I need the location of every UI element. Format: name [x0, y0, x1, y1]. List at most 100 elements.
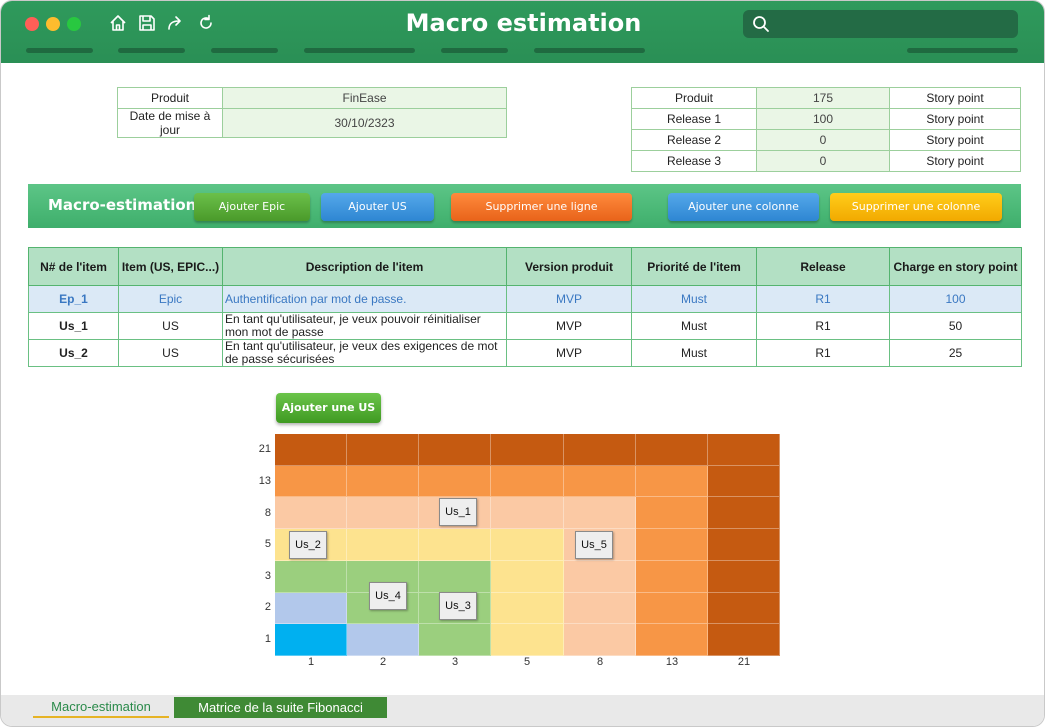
matrix-cell[interactable] — [419, 434, 492, 466]
release-value[interactable]: 0 — [756, 150, 890, 172]
column-header[interactable]: Release — [756, 247, 890, 286]
menu-placeholder[interactable] — [118, 48, 185, 53]
story-tag[interactable]: Us_3 — [439, 592, 477, 620]
add-us-button[interactable]: Ajouter US — [321, 193, 434, 221]
item-version-cell[interactable]: MVP — [506, 312, 632, 340]
column-header[interactable]: Priorité de l'item — [631, 247, 757, 286]
menu-placeholder[interactable] — [26, 48, 93, 53]
item-id-cell[interactable]: Us_2 — [28, 339, 119, 367]
matrix-cell[interactable] — [491, 560, 564, 593]
item-type-cell[interactable]: US — [118, 312, 223, 340]
story-tag[interactable]: Us_5 — [575, 531, 613, 559]
matrix-cell[interactable] — [707, 434, 780, 466]
story-tag[interactable]: Us_2 — [289, 531, 327, 559]
item-version-cell[interactable]: MVP — [506, 339, 632, 367]
matrix-cell[interactable] — [635, 497, 708, 530]
matrix-cell[interactable] — [275, 497, 348, 530]
matrix-cell[interactable] — [419, 624, 492, 656]
matrix-cell[interactable] — [491, 465, 564, 498]
matrix-cell[interactable] — [635, 592, 708, 625]
item-priority-cell[interactable]: Must — [631, 285, 757, 313]
matrix-cell[interactable] — [635, 434, 708, 466]
menu-placeholder[interactable] — [441, 48, 508, 53]
share-icon[interactable] — [166, 13, 186, 33]
matrix-cell[interactable] — [419, 529, 492, 561]
menu-placeholder[interactable] — [304, 48, 415, 53]
add-epic-button[interactable]: Ajouter Epic — [194, 193, 310, 221]
matrix-cell[interactable] — [491, 624, 564, 656]
tab-macro-estimation[interactable]: Macro-estimation — [51, 699, 151, 714]
matrix-cell[interactable] — [707, 592, 780, 625]
matrix-cell[interactable] — [707, 465, 780, 498]
column-header[interactable]: Description de l'item — [222, 247, 507, 286]
add-user-story-button[interactable]: Ajouter une US — [276, 393, 381, 423]
matrix-cell[interactable] — [491, 497, 564, 530]
item-type-cell[interactable]: US — [118, 339, 223, 367]
matrix-cell[interactable] — [707, 529, 780, 561]
save-icon[interactable] — [137, 13, 157, 33]
search-input[interactable] — [743, 10, 1018, 38]
matrix-cell[interactable] — [347, 465, 420, 498]
delete-row-button[interactable]: Supprimer une ligne — [451, 193, 632, 221]
matrix-cell[interactable] — [275, 560, 348, 593]
matrix-cell[interactable] — [635, 529, 708, 561]
delete-column-button[interactable]: Supprimer une colonne — [830, 193, 1002, 221]
zoom-window-button[interactable] — [67, 17, 81, 31]
release-value[interactable]: 0 — [756, 129, 890, 151]
item-charge-cell[interactable]: 100 — [889, 285, 1022, 313]
add-column-button[interactable]: Ajouter une colonne — [668, 193, 819, 221]
home-icon[interactable] — [108, 13, 128, 33]
product-value[interactable]: FinEase — [222, 87, 507, 109]
matrix-cell[interactable] — [275, 434, 348, 466]
matrix-cell[interactable] — [275, 624, 348, 656]
item-priority-cell[interactable]: Must — [631, 312, 757, 340]
matrix-cell[interactable] — [491, 529, 564, 561]
table-row[interactable]: Us_2 US En tant qu'utilisateur, je veux … — [28, 339, 1022, 367]
matrix-cell[interactable] — [491, 592, 564, 625]
matrix-cell[interactable] — [563, 592, 636, 625]
matrix-cell[interactable] — [707, 560, 780, 593]
item-description-cell[interactable]: Authentification par mot de passe. — [222, 285, 507, 313]
matrix-cell[interactable] — [563, 497, 636, 530]
item-priority-cell[interactable]: Must — [631, 339, 757, 367]
matrix-cell[interactable] — [707, 624, 780, 656]
item-type-cell[interactable]: Epic — [118, 285, 223, 313]
item-version-cell[interactable]: MVP — [506, 285, 632, 313]
matrix-cell[interactable] — [563, 465, 636, 498]
matrix-cell[interactable] — [635, 624, 708, 656]
release-value[interactable]: 175 — [756, 87, 890, 109]
matrix-cell[interactable] — [419, 465, 492, 498]
menu-placeholder[interactable] — [534, 48, 645, 53]
column-header[interactable]: Version produit — [506, 247, 632, 286]
matrix-cell[interactable] — [347, 624, 420, 656]
update-date-value[interactable]: 30/10/2323 — [222, 108, 507, 138]
item-id-cell[interactable]: Ep_1 — [28, 285, 119, 313]
story-tag[interactable]: Us_4 — [369, 582, 407, 610]
matrix-cell[interactable] — [275, 592, 348, 625]
matrix-cell[interactable] — [635, 560, 708, 593]
matrix-cell[interactable] — [491, 434, 564, 466]
matrix-cell[interactable] — [635, 465, 708, 498]
matrix-cell[interactable] — [275, 465, 348, 498]
matrix-cell[interactable] — [347, 497, 420, 530]
matrix-cell[interactable] — [347, 434, 420, 466]
table-row[interactable]: Us_1 US En tant qu'utilisateur, je veux … — [28, 312, 1022, 340]
matrix-cell[interactable] — [563, 434, 636, 466]
close-window-button[interactable] — [25, 17, 39, 31]
table-row[interactable]: Ep_1 Epic Authentification par mot de pa… — [28, 285, 1022, 313]
item-description-cell[interactable]: En tant qu'utilisateur, je veux pouvoir … — [222, 312, 507, 340]
item-release-cell[interactable]: R1 — [756, 339, 890, 367]
item-release-cell[interactable]: R1 — [756, 285, 890, 313]
column-header[interactable]: Item (US, EPIC...) — [118, 247, 223, 286]
item-charge-cell[interactable]: 50 — [889, 312, 1022, 340]
menu-placeholder[interactable] — [907, 48, 1018, 53]
story-tag[interactable]: Us_1 — [439, 498, 477, 526]
item-charge-cell[interactable]: 25 — [889, 339, 1022, 367]
column-header[interactable]: N# de l'item — [28, 247, 119, 286]
minimize-window-button[interactable] — [46, 17, 60, 31]
matrix-cell[interactable] — [347, 529, 420, 561]
matrix-cell[interactable] — [563, 560, 636, 593]
item-description-cell[interactable]: En tant qu'utilisateur, je veux des exig… — [222, 339, 507, 367]
item-release-cell[interactable]: R1 — [756, 312, 890, 340]
column-header[interactable]: Charge en story point — [889, 247, 1022, 286]
